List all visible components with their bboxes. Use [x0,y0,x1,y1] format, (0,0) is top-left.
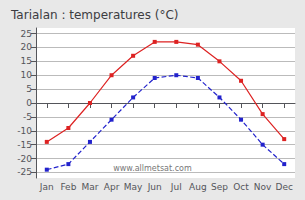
svg-text:Tarialan : temperatures (°C): Tarialan : temperatures (°C) [10,8,179,22]
svg-text:-10: -10 [17,126,32,136]
svg-text:-20: -20 [17,154,32,164]
svg-text:Mar: Mar [81,182,98,192]
svg-text:0: 0 [26,98,32,108]
svg-text:10: 10 [21,70,33,80]
svg-text:Dec: Dec [275,182,292,192]
svg-text:Oct: Oct [233,182,249,192]
svg-text:-15: -15 [17,140,32,150]
svg-text:-25: -25 [17,167,32,177]
svg-text:Feb: Feb [60,182,76,192]
svg-text:www.allmetsat.com: www.allmetsat.com [113,164,192,173]
svg-text:Sep: Sep [211,182,228,192]
svg-text:5: 5 [26,84,32,94]
svg-text:-5: -5 [23,112,32,122]
svg-text:20: 20 [21,42,33,52]
svg-text:Jul: Jul [170,182,182,192]
svg-text:Jun: Jun [147,182,162,192]
svg-text:Aug: Aug [189,182,207,192]
svg-text:Apr: Apr [104,182,120,192]
svg-text:25: 25 [21,29,32,39]
svg-text:May: May [124,182,143,192]
svg-text:15: 15 [21,56,32,66]
svg-text:Nov: Nov [254,182,272,192]
svg-text:Jan: Jan [39,182,54,192]
